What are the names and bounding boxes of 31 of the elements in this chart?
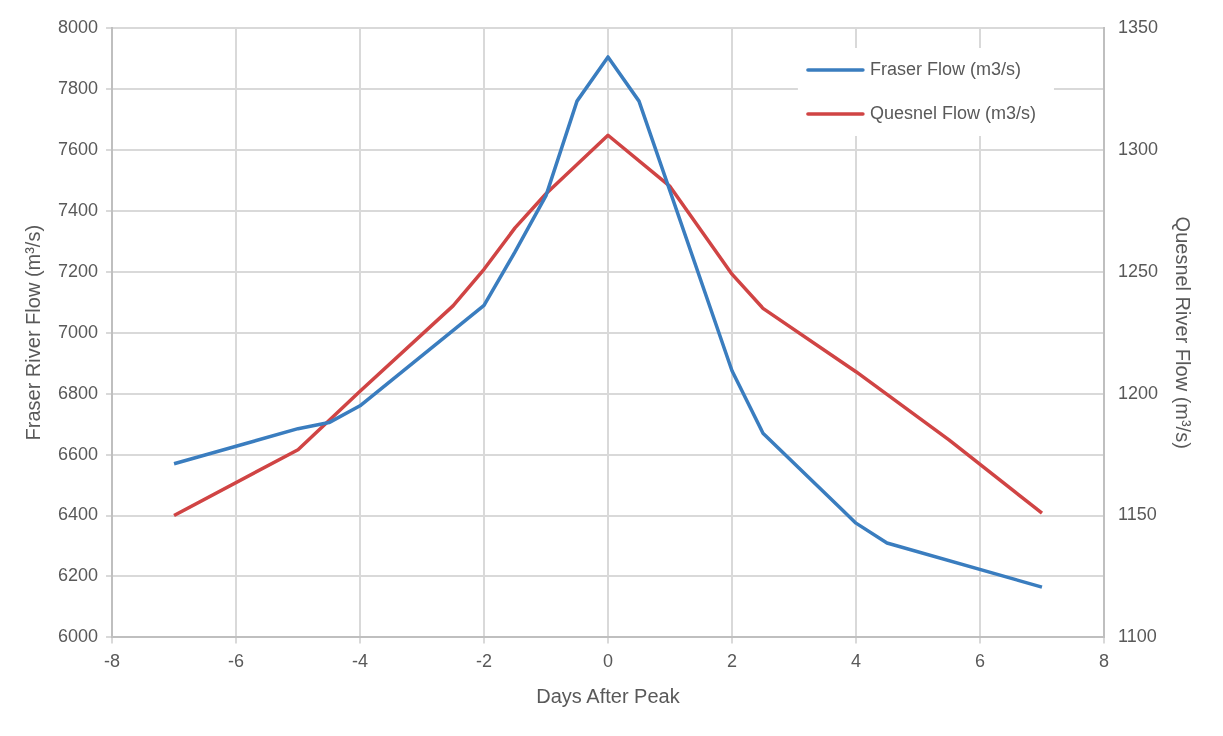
y-axis-title: Fraser River Flow (m³/s) xyxy=(21,224,44,441)
y-tick-label: 6200 xyxy=(58,565,99,586)
legend-label: Quesnel Flow (m3/s) xyxy=(869,102,1036,123)
x-tick-label: -4 xyxy=(352,651,369,672)
x-tick-label: 2 xyxy=(726,651,737,672)
x-tick-label: -2 xyxy=(476,651,493,672)
x-tick-label: 4 xyxy=(850,651,861,672)
y-tick-label: 6400 xyxy=(58,504,99,525)
y2-tick-label: 1100 xyxy=(1117,626,1157,647)
y2-tick-label: 1200 xyxy=(1117,382,1158,403)
y-tick-label: 6800 xyxy=(58,382,99,403)
legend-label: Fraser Flow (m3/s) xyxy=(869,58,1021,79)
y-tick-label: 6000 xyxy=(58,626,99,647)
y-tick-label: 7800 xyxy=(58,77,99,98)
y2-axis-title: Quesnel River Flow (m³/s) xyxy=(1172,216,1195,449)
x-tick-label: 0 xyxy=(602,651,614,672)
y-tick-label: 7600 xyxy=(58,138,99,159)
x-axis-title: Days After Peak xyxy=(536,684,681,707)
x-tick-label: -8 xyxy=(104,651,121,672)
x-tick-label: 8 xyxy=(1098,651,1109,672)
x-tick-label: 6 xyxy=(974,651,985,672)
x-tick-label: -6 xyxy=(228,651,245,672)
y-tick-label: 8000 xyxy=(58,16,99,37)
y2-tick-label: 1350 xyxy=(1117,16,1158,37)
y2-tick-label: 1250 xyxy=(1117,260,1158,281)
y-tick-label: 7200 xyxy=(58,260,99,281)
y-tick-label: 6600 xyxy=(58,443,99,464)
y2-tick-label: 1150 xyxy=(1117,504,1157,525)
y-tick-label: 7400 xyxy=(58,199,99,220)
y2-tick-label: 1300 xyxy=(1117,138,1158,159)
y-tick-label: 7000 xyxy=(58,321,99,342)
